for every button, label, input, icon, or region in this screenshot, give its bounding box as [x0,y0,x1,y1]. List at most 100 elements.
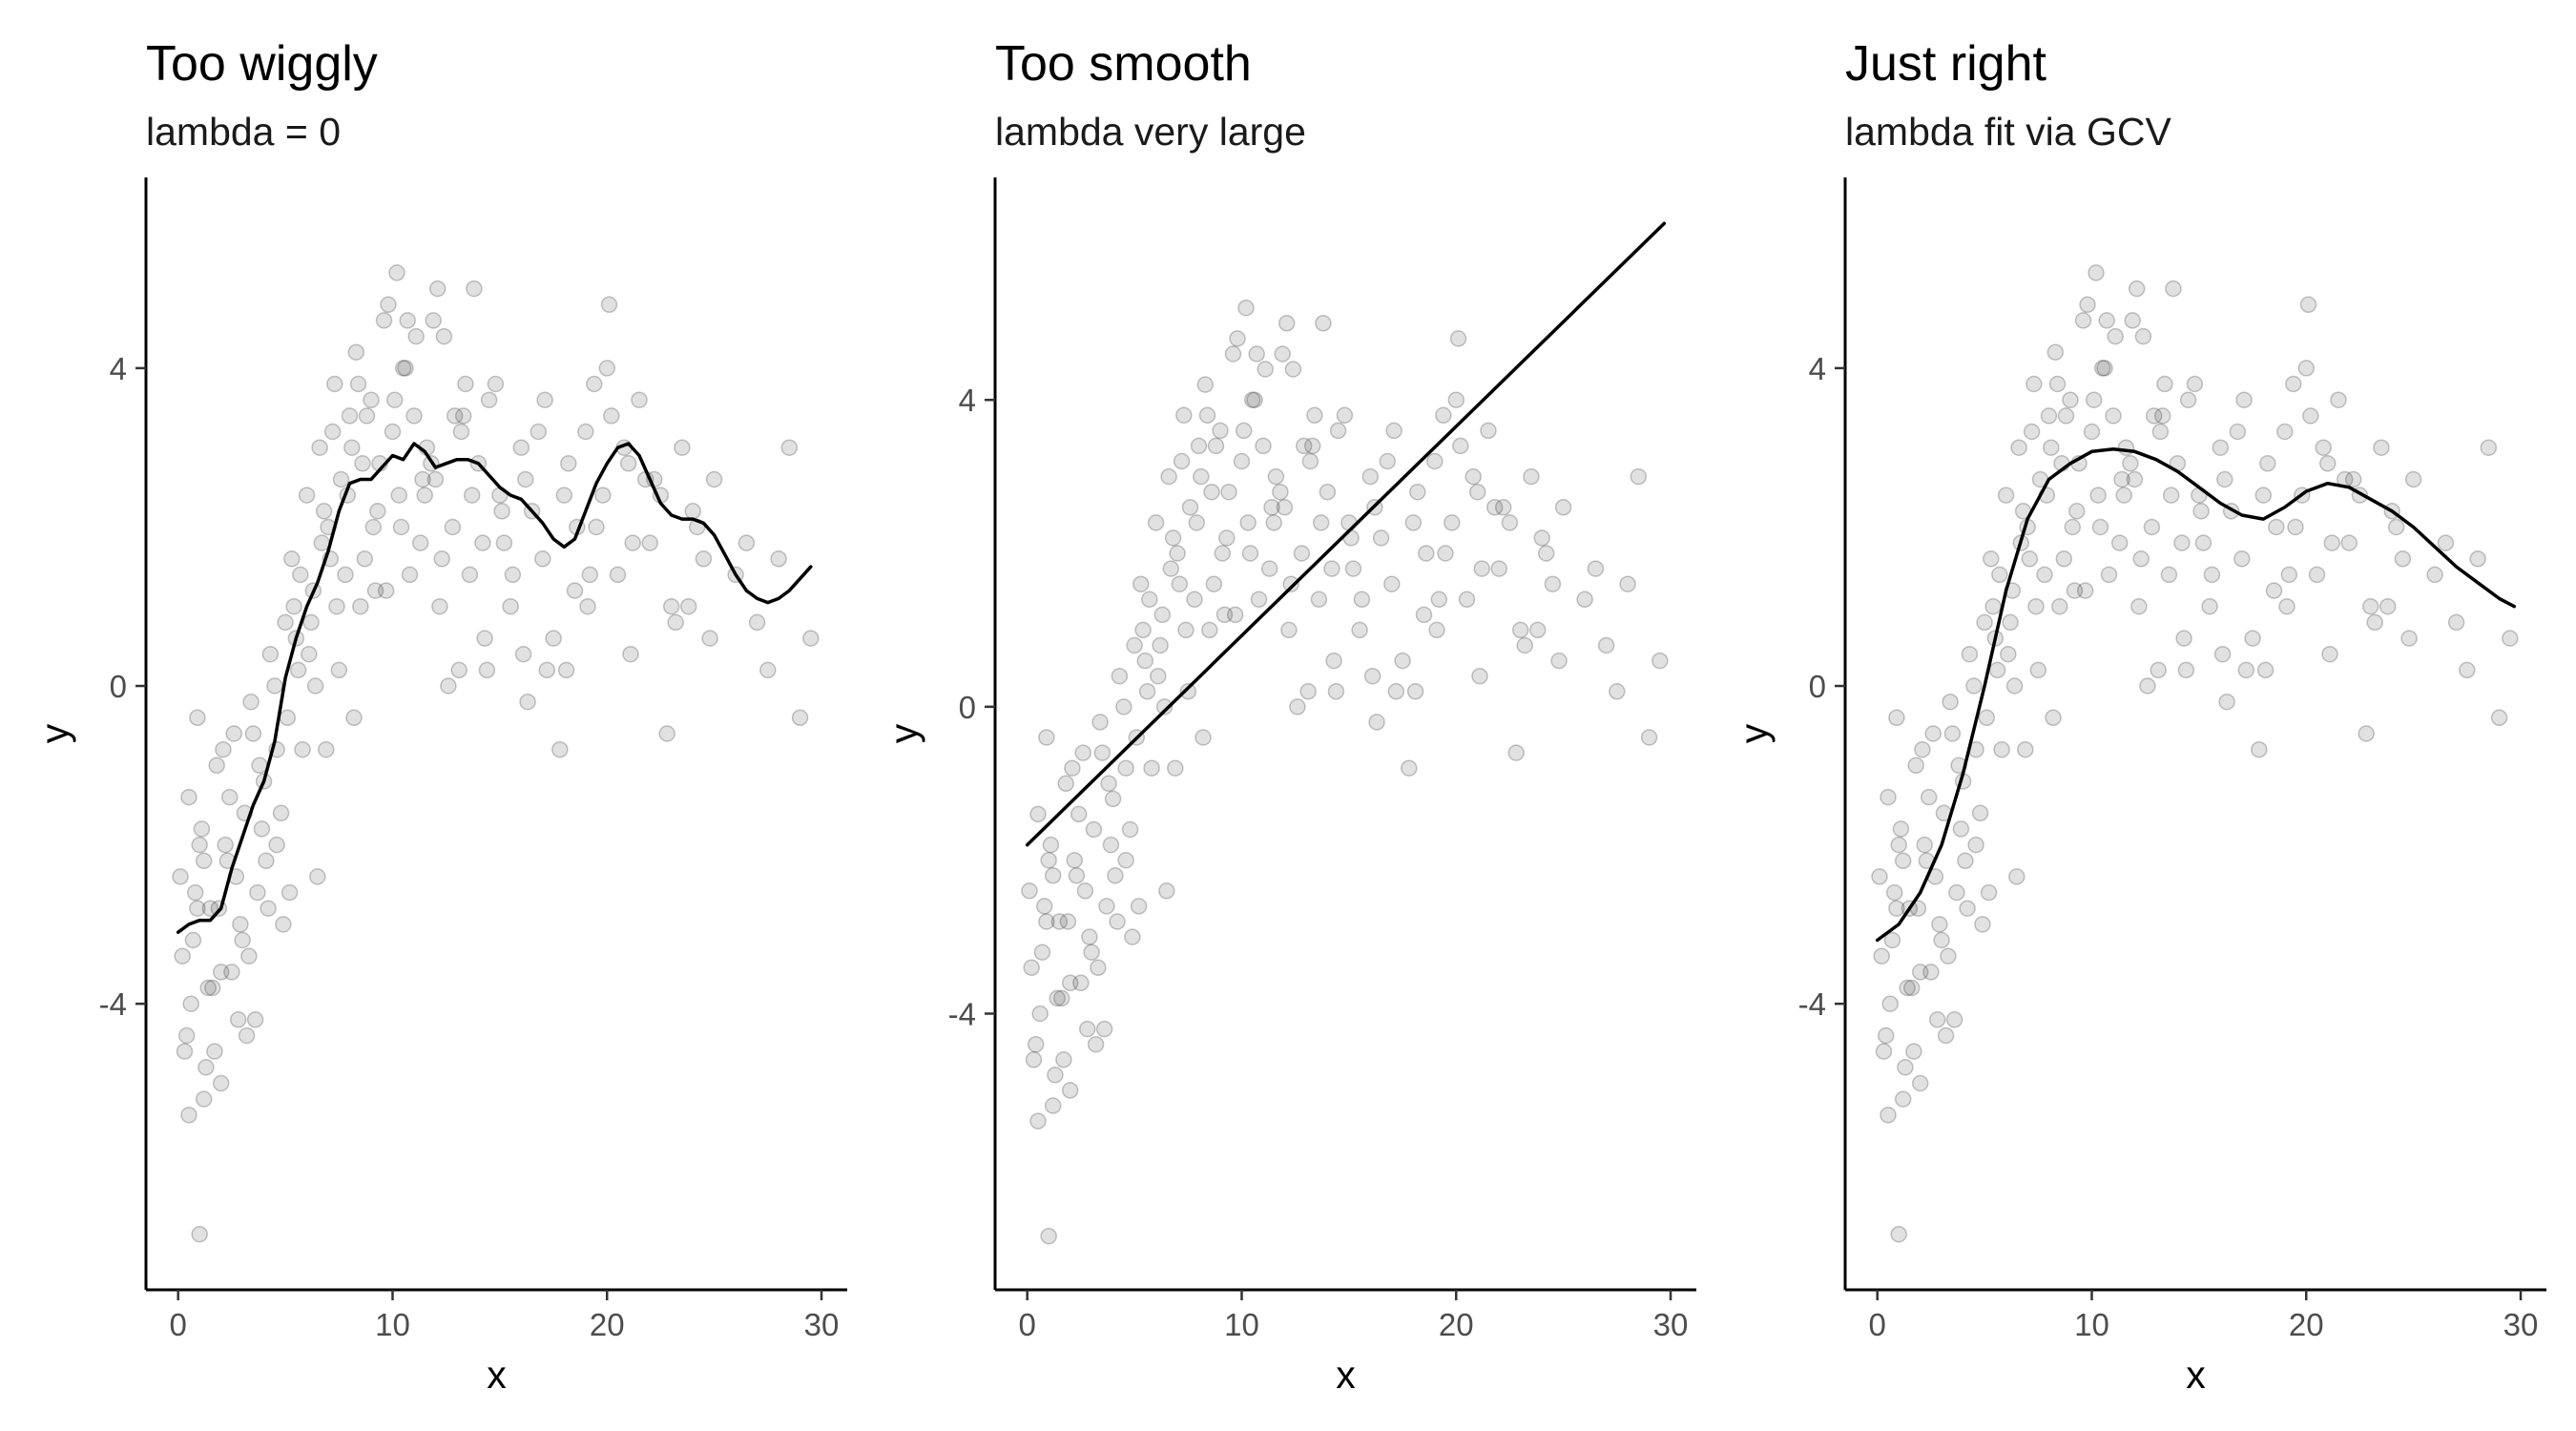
data-point [514,645,532,663]
data-point [1175,406,1193,425]
data-point [1265,514,1282,531]
data-point [2165,280,2182,298]
data-point [337,566,354,584]
y-axis-title: y [882,723,925,743]
data-point [1117,851,1134,869]
data-point [1426,452,1444,470]
panel-title: Just right [1845,36,2047,92]
data-point [1173,452,1191,470]
data-point [1130,898,1148,915]
data-point [1226,606,1244,624]
data-point [579,597,596,615]
data-point [1873,947,1890,964]
data-point [1652,652,1669,670]
data-point [1336,406,1354,425]
data-point [1027,1035,1045,1053]
data-point [1193,467,1210,486]
data-point [330,661,348,679]
data-point [1945,1011,1963,1028]
data-point [1239,514,1257,531]
data-point [2340,534,2358,551]
data-point [2366,613,2383,632]
data-point [294,740,311,758]
data-point [2447,613,2465,632]
data-point [1437,545,1454,562]
data-point [1078,1020,1096,1038]
data-point [631,391,648,408]
data-point [1609,683,1626,700]
data-point [375,312,393,329]
data-point [2100,566,2118,584]
data-point [2023,423,2041,441]
data-point [1428,621,1445,639]
data-point [2029,661,2047,679]
data-point [770,550,787,568]
data-point [2124,312,2141,329]
data-point [1312,514,1330,531]
data-point [667,613,684,632]
data-point [1085,820,1103,839]
data-point [191,1225,208,1243]
data-point [431,597,448,615]
data-point [390,487,407,504]
x-tick-label: 0 [1019,1307,1036,1342]
data-point [641,534,658,551]
data-point [2280,566,2298,584]
data-point [2098,312,2115,329]
data-point [302,613,320,632]
data-point [292,566,309,584]
data-point [1282,575,1299,592]
data-point [802,630,820,647]
data-point [2373,439,2390,456]
data-point [2268,518,2285,536]
data-point [600,296,618,314]
data-point [1049,989,1066,1007]
data-point [1299,683,1317,700]
data-point [1310,591,1328,609]
data-point [2237,661,2255,679]
data-point [174,947,191,964]
data-point [446,407,464,425]
data-point [397,360,414,377]
data-point [275,916,292,933]
data-point [1937,1027,1955,1045]
data-point [238,1027,256,1045]
data-point [366,582,384,599]
data-point [1528,621,1547,639]
data-point [1379,452,1397,470]
data-point [2079,296,2096,314]
fit-line [176,442,813,934]
x-axis-title: x [487,1353,507,1397]
data-point [502,597,519,615]
data-point [1885,883,1903,902]
data-point [433,550,450,568]
data-point [1115,698,1132,716]
data-point [2302,407,2319,425]
data-point [1507,744,1525,761]
data-point [352,597,369,615]
data-point [1619,575,1636,592]
data-point [416,487,433,504]
x-axis-title: x [1336,1353,1356,1397]
data-point [2045,709,2062,727]
data-point [2145,407,2163,425]
data-point [186,883,204,902]
data-point [1263,499,1280,516]
data-point [1134,621,1152,639]
data-point [493,503,510,520]
data-point [217,836,234,854]
data-point [1587,560,1605,577]
data-point [1576,591,1593,609]
data-point [2330,391,2347,408]
data-point [1090,959,1107,977]
data-point [414,470,431,488]
data-point [197,1059,215,1076]
data-point [444,518,462,536]
data-point [1237,299,1255,317]
data-point [2244,630,2261,647]
data-point [384,423,402,441]
data-point [283,550,301,568]
data-point [1186,591,1203,609]
data-point [1021,882,1038,900]
data-point [2265,582,2283,599]
